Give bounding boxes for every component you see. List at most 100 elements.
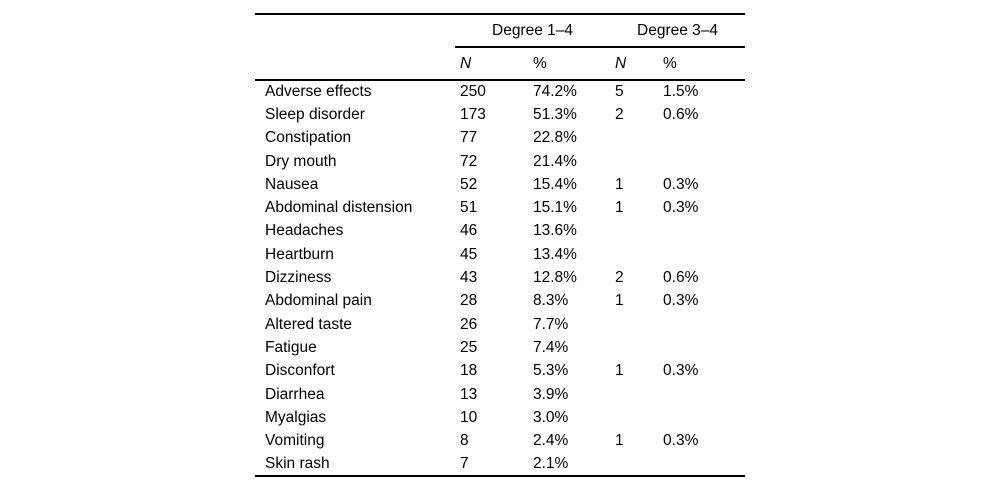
pct-3-4-cell bbox=[658, 220, 745, 243]
pct-3-4-cell bbox=[658, 336, 745, 359]
table-row: Vomiting 8 2.4% 1 0.3% bbox=[255, 429, 745, 452]
pct-1-4-cell: 15.1% bbox=[533, 199, 577, 217]
adverse-effects-table: Degree 1–4 Degree 3–4 N % N % Adverse ef… bbox=[255, 13, 746, 478]
n-1-4-cell: 46 bbox=[460, 222, 478, 240]
pct-1-4-cell: 21.4% bbox=[533, 152, 577, 170]
n-1-4-cell: 26 bbox=[460, 315, 478, 333]
pct-1-4-cell: 13.6% bbox=[533, 222, 577, 240]
n-3-4-cell: 2 bbox=[615, 105, 624, 123]
n-1-4-cell: 7 bbox=[460, 454, 469, 472]
n-1-4-cell: 10 bbox=[460, 408, 478, 426]
n-1-4-cell: 77 bbox=[460, 129, 478, 147]
n-3-4-cell: 2 bbox=[615, 269, 624, 287]
n-3-4-cell bbox=[610, 313, 658, 336]
row-label: Nausea bbox=[265, 175, 319, 193]
pct-3-4-cell bbox=[658, 150, 745, 173]
pct-1-4-cell: 13.4% bbox=[533, 245, 577, 263]
n-1-4-cell: 18 bbox=[460, 362, 478, 380]
table-row: Fatigue 25 7.4% bbox=[255, 336, 745, 359]
pct-1-4-cell: 2.4% bbox=[533, 432, 569, 450]
pct-3-4-cell: 0.3% bbox=[663, 199, 699, 217]
n-3-4-cell bbox=[610, 220, 658, 243]
pct-1-4-cell: 5.3% bbox=[533, 362, 569, 380]
n-1-4-cell: 45 bbox=[460, 245, 478, 263]
table-body: Adverse effects 250 74.2% 5 1.5% Sleep disord… bbox=[255, 80, 745, 476]
pct-3-4-cell bbox=[658, 127, 745, 150]
table-row: Adverse effects 250 74.2% 5 1.5% bbox=[255, 80, 745, 103]
pct-1-4-cell: 7.7% bbox=[533, 315, 569, 333]
pct-3-4-cell bbox=[658, 453, 745, 476]
table-row: Skin rash 7 2.1% bbox=[255, 453, 745, 476]
row-label: Dry mouth bbox=[265, 152, 337, 170]
pct-1-4-cell: 74.2% bbox=[533, 83, 577, 101]
pct-3-4-cell bbox=[658, 243, 745, 266]
table-row: Heartburn 45 13.4% bbox=[255, 243, 745, 266]
row-label: Fatigue bbox=[265, 338, 317, 356]
row-label: Adverse effects bbox=[265, 83, 372, 101]
pct-3-4-cell bbox=[658, 406, 745, 429]
n-1-4-cell: 13 bbox=[460, 385, 478, 403]
table-row: Abdominal distension 51 15.1% 1 0.3% bbox=[255, 196, 745, 219]
pct-3-4-cell: 0.6% bbox=[663, 269, 699, 287]
pct-3-4-cell: 0.3% bbox=[663, 362, 699, 380]
row-label: Diarrhea bbox=[265, 385, 325, 403]
n-3-4-cell bbox=[610, 453, 658, 476]
col-header-n-degree-1-4: N bbox=[455, 47, 528, 81]
pct-1-4-cell: 8.3% bbox=[533, 292, 569, 310]
empty-header-cell bbox=[255, 47, 455, 81]
table-row: Abdominal pain 28 8.3% 1 0.3% bbox=[255, 290, 745, 313]
table-row: Nausea 52 15.4% 1 0.3% bbox=[255, 173, 745, 196]
col-header-pct-degree-1-4: % bbox=[528, 47, 611, 81]
pct-1-4-cell: 15.4% bbox=[533, 175, 577, 193]
table-row: Dizziness 43 12.8% 2 0.6% bbox=[255, 266, 745, 289]
n-3-4-cell bbox=[610, 150, 658, 173]
pct-1-4-cell: 22.8% bbox=[533, 129, 577, 147]
n-3-4-cell: 1 bbox=[615, 292, 624, 310]
table-row: Dry mouth 72 21.4% bbox=[255, 150, 745, 173]
group-header-row: Degree 1–4 Degree 3–4 bbox=[255, 13, 746, 48]
n-1-4-cell: 250 bbox=[460, 83, 486, 101]
n-3-4-cell: 1 bbox=[615, 175, 624, 193]
row-label: Dizziness bbox=[265, 269, 332, 287]
col-header-pct-degree-3-4: % bbox=[658, 47, 746, 81]
row-label: Disconfort bbox=[265, 362, 335, 380]
col-header-n-degree-3-4: N bbox=[610, 47, 659, 81]
pct-1-4-cell: 51.3% bbox=[533, 105, 577, 123]
n-3-4-cell bbox=[610, 127, 658, 150]
row-label: Abdominal distension bbox=[265, 199, 413, 217]
sub-header-row: N % N % bbox=[255, 47, 746, 81]
row-label: Myalgias bbox=[265, 408, 327, 426]
row-label: Headaches bbox=[265, 222, 344, 240]
table-row: Diarrhea 13 3.9% bbox=[255, 383, 745, 406]
pct-3-4-cell: 0.6% bbox=[663, 105, 699, 123]
pct-1-4-cell: 2.1% bbox=[533, 454, 569, 472]
n-3-4-cell bbox=[610, 406, 658, 429]
row-label: Abdominal pain bbox=[265, 292, 372, 310]
pct-3-4-cell: 0.3% bbox=[663, 175, 699, 193]
n-3-4-cell bbox=[610, 336, 658, 359]
table-row: Myalgias 10 3.0% bbox=[255, 406, 745, 429]
row-label: Vomiting bbox=[265, 432, 325, 450]
n-1-4-cell: 173 bbox=[460, 105, 486, 123]
row-label: Skin rash bbox=[265, 454, 330, 472]
n-3-4-cell: 5 bbox=[615, 83, 624, 101]
n-3-4-cell: 1 bbox=[615, 362, 624, 380]
row-label: Heartburn bbox=[265, 245, 334, 263]
row-label: Constipation bbox=[265, 129, 352, 147]
n-1-4-cell: 52 bbox=[460, 175, 478, 193]
pct-3-4-cell bbox=[658, 383, 745, 406]
table-row: Constipation 77 22.8% bbox=[255, 127, 745, 150]
n-3-4-cell: 1 bbox=[615, 432, 624, 450]
n-1-4-cell: 72 bbox=[460, 152, 478, 170]
table-row: Altered taste 26 7.7% bbox=[255, 313, 745, 336]
pct-3-4-cell: 0.3% bbox=[663, 432, 699, 450]
pct-1-4-cell: 3.0% bbox=[533, 408, 569, 426]
n-1-4-cell: 51 bbox=[460, 199, 478, 217]
group-header-degree-1-4: Degree 1–4 bbox=[455, 13, 611, 48]
pct-1-4-cell: 3.9% bbox=[533, 385, 569, 403]
n-1-4-cell: 28 bbox=[460, 292, 478, 310]
empty-header-cell bbox=[255, 13, 455, 47]
pct-1-4-cell: 12.8% bbox=[533, 269, 577, 287]
pct-3-4-cell: 0.3% bbox=[663, 292, 699, 310]
